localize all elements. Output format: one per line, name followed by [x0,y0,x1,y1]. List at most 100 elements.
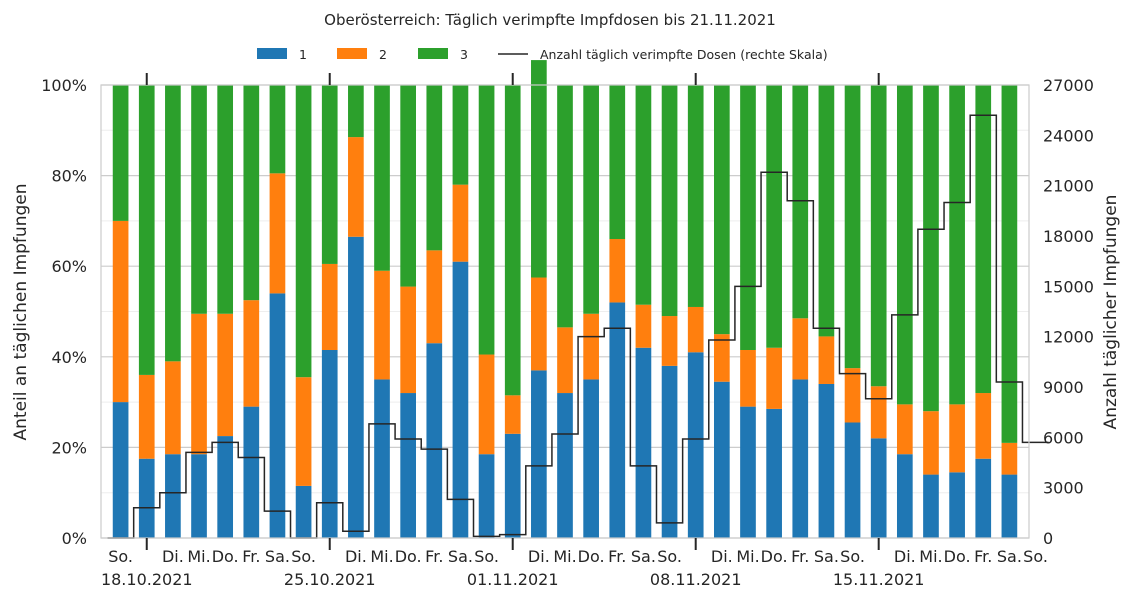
bar-series-2-10 [374,270,390,380]
bar-series-2-25 [766,347,782,409]
x-tick-weekday: Mi. [736,547,759,566]
bar-series-2-0 [112,220,129,403]
x-tick-weekday: So. [657,547,682,566]
bar-series-3-24 [740,85,756,351]
axes-frame [100,73,1030,550]
bar-series-1-31 [923,474,939,538]
y-axis-right-label: Anzahl täglicher Impfungen [1101,195,1121,430]
bar-series-3-1 [138,85,155,375]
bar-series-1-19 [609,302,626,538]
y-tick-left: 60% [51,257,87,276]
bar-series-2-31 [923,411,939,475]
legend-swatch-series-2 [337,48,367,59]
bar-series-2-15 [504,395,521,434]
x-tick-weekday: Fr. [791,547,809,566]
bar-series-2-27 [818,336,835,384]
bar-series-2-8 [321,263,338,351]
bar-series-1-11 [400,393,416,538]
bar-series-1-4 [217,436,234,538]
bar-series-2-9 [348,137,364,237]
bar-series-3-32 [949,85,965,405]
y-tick-left: 0% [62,529,87,548]
bar-series-3-27 [818,85,835,337]
plot-frame [100,84,1030,539]
bar-series-2-11 [400,286,416,394]
y-tick-right: 18000 [1043,227,1094,246]
bar-series-1-3 [191,454,207,538]
bar-series-2-18 [583,313,599,380]
bar-series-3-29 [870,85,887,387]
x-tick-weekday: Sa. [997,547,1022,566]
bar-series-2-7 [295,377,312,486]
bar-series-1-27 [818,383,835,538]
bar-series-3-26 [792,85,809,319]
bar-series-3-8 [321,85,338,264]
bar-series-2-16 [531,277,547,371]
bar-series-2-24 [740,350,756,407]
y-tick-right: 3000 [1043,479,1084,498]
x-tick-weekday: So. [108,547,133,566]
bar-series-3-21 [661,85,678,317]
bar-series-2-13 [452,184,469,262]
x-tick-weekday: Di. [345,547,367,566]
bar-series-1-17 [557,393,573,538]
bar-series-2-3 [191,313,207,455]
bar-series-3-0 [112,85,129,221]
bar-series-1-2 [165,454,181,538]
bar-series-3-31 [923,85,939,412]
y-tick-right: 6000 [1043,428,1084,447]
bar-series-3-5 [243,85,260,301]
y-tick-right: 24000 [1043,126,1094,145]
bar-series-2-30 [896,404,913,455]
x-tick-weekday: Do. [944,547,971,566]
x-tick-weekday: Fr. [425,547,443,566]
bar-series-3-23 [714,85,730,335]
bar-series-2-26 [792,318,809,380]
bar-series-2-19 [609,239,626,303]
legend-label-series-2: 2 [379,47,387,62]
bar-series-2-34 [1001,442,1018,475]
x-tick-weekday: Mi. [553,547,576,566]
y-tick-left: 40% [51,348,87,367]
bar-series-2-22 [687,306,704,353]
x-tick-weekday: Sa. [448,547,473,566]
bar-series-1-24 [740,406,756,538]
y-tick-right: 21000 [1043,177,1094,196]
x-tick-weekday: Sa. [265,547,290,566]
bar-series-1-10 [374,379,390,538]
y-tick-left: 80% [51,167,87,186]
bar-series-1-1 [138,458,155,538]
bar-series-1-15 [504,433,521,538]
x-tick-weekday: So. [291,547,316,566]
bar-series-2-5 [243,300,260,407]
bar-series-3-12 [426,85,443,251]
bar-series-3-4 [217,85,234,314]
x-tick-weekday: Fr. [242,547,260,566]
bar-series-3-7 [295,85,312,378]
bar-series-3-10 [374,85,390,271]
bar-series-1-20 [635,347,652,538]
bar-series-3-33 [975,85,992,394]
bar-series-2-2 [165,361,181,455]
bar-series-1-13 [452,261,469,538]
y-tick-right: 9000 [1043,378,1084,397]
bar-series-3-3 [191,85,207,314]
bar-series-1-33 [975,458,992,538]
bar-series-2-23 [714,334,730,382]
x-tick-weekday: Do. [212,547,239,566]
bar-series-3-13 [452,85,469,185]
x-tick-weekday: Di. [528,547,550,566]
bar-series-1-14 [478,454,495,538]
x-tick-weekday: Mi. [370,547,393,566]
bar-series-3-19 [609,85,626,240]
bar-series-1-16 [531,370,547,538]
x-tick-weekday: Di. [162,547,184,566]
y-tick-right: 12000 [1043,328,1094,347]
y-tick-right: 27000 [1043,76,1094,95]
bar-series-1-9 [348,236,364,538]
bar-series-2-1 [138,374,155,459]
bar-series-3-30 [896,85,913,405]
y-tick-right: 15000 [1043,277,1094,296]
bar-series-1-26 [792,379,809,538]
